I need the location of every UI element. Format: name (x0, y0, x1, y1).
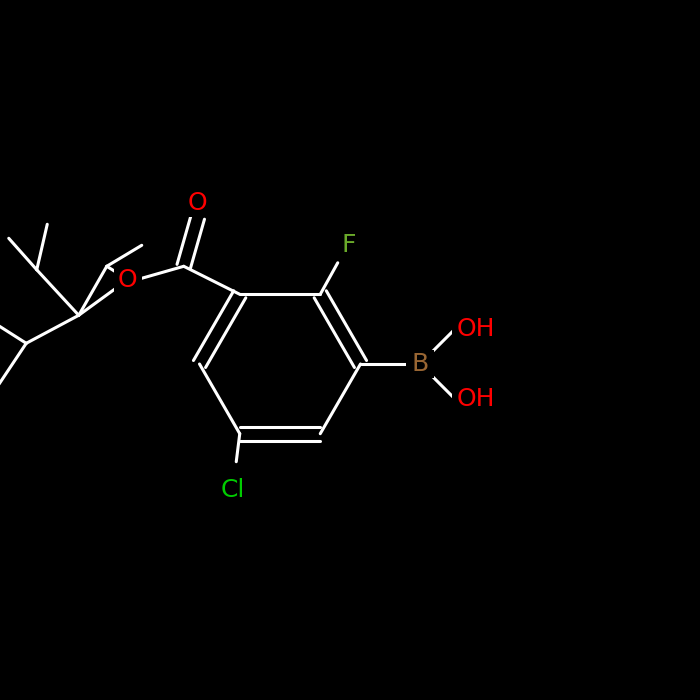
Text: O: O (188, 191, 208, 216)
Text: OH: OH (457, 387, 496, 411)
Text: Cl: Cl (220, 477, 245, 502)
FancyBboxPatch shape (452, 315, 500, 343)
Text: F: F (341, 233, 356, 258)
Text: B: B (412, 352, 428, 376)
FancyBboxPatch shape (113, 266, 141, 294)
Text: OH: OH (457, 317, 496, 341)
FancyBboxPatch shape (452, 385, 500, 413)
FancyBboxPatch shape (214, 476, 252, 504)
FancyBboxPatch shape (183, 189, 211, 217)
Text: O: O (118, 268, 138, 293)
FancyBboxPatch shape (406, 350, 434, 378)
FancyBboxPatch shape (335, 231, 363, 259)
